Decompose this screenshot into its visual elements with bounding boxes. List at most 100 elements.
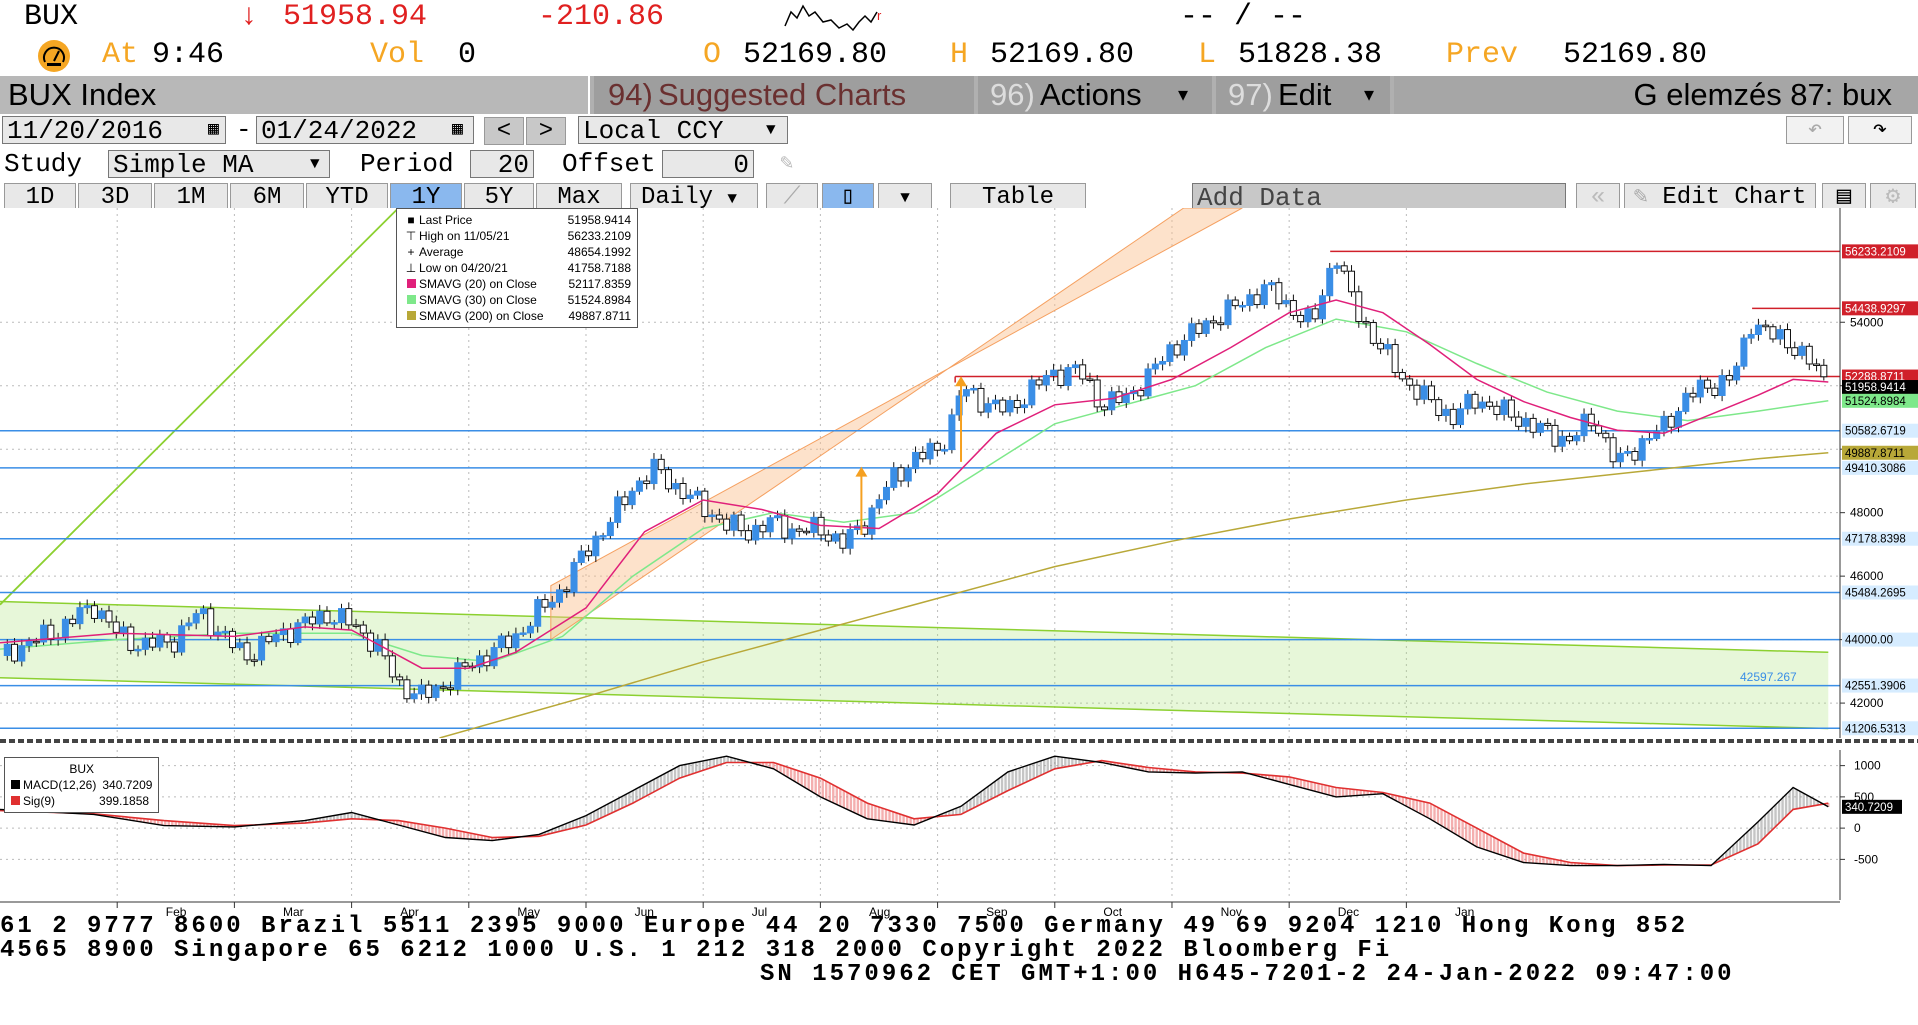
price-label: 44000.00 xyxy=(1845,635,1893,647)
redo-icon[interactable]: ↷ xyxy=(1848,116,1912,144)
candle-body xyxy=(287,628,295,644)
range-button-3d[interactable]: 3D xyxy=(78,183,152,211)
candle-body xyxy=(686,494,694,500)
offset-label: Offset xyxy=(562,149,656,179)
pencil-icon[interactable]: ✎ xyxy=(780,151,794,176)
candle-body xyxy=(127,626,135,651)
bar-chart-icon[interactable]: ▯ xyxy=(822,183,874,211)
sma30-swatch xyxy=(403,292,419,308)
legend-value: 51524.8984 xyxy=(567,293,631,307)
range-button-6m[interactable]: 6M xyxy=(230,183,304,211)
edit-number: 97) xyxy=(1228,77,1273,112)
candle-body xyxy=(1282,300,1290,305)
candle-body xyxy=(207,608,215,637)
gear-icon[interactable]: ⚙ xyxy=(1870,183,1916,211)
range-button-5y[interactable]: 5Y xyxy=(464,183,534,211)
prev-close: 52169.80 xyxy=(1563,38,1708,72)
candle-body xyxy=(170,641,178,653)
offset-input[interactable]: 0 xyxy=(662,150,754,179)
range-button-ytd[interactable]: YTD xyxy=(306,183,388,211)
end-date-input[interactable]: 01/24/2022 xyxy=(256,116,474,145)
chevron-down-icon[interactable]: ▼ xyxy=(878,183,932,211)
next-period-button[interactable]: > xyxy=(526,117,566,145)
price-label: 50582.6719 xyxy=(1845,426,1906,438)
candle-body xyxy=(1813,363,1821,366)
candle-body xyxy=(795,528,803,532)
suggested-charts-button[interactable]: 94) Suggested Charts xyxy=(594,76,974,114)
candle-body xyxy=(919,451,927,460)
line-chart-icon[interactable]: ⟋ xyxy=(766,183,818,211)
table-button[interactable]: Table xyxy=(950,183,1086,211)
candle-body xyxy=(1435,399,1443,416)
signal-legend-label: Sig(9) xyxy=(23,794,56,808)
price-label-box xyxy=(1842,445,1918,460)
price-label: 51524.8984 xyxy=(1845,396,1906,408)
legend-row: SMAVG (200) on Close 49887.8711 xyxy=(403,308,631,324)
currency-select[interactable]: Local CCY xyxy=(578,116,788,145)
candle-body xyxy=(149,637,157,648)
add-data-input[interactable]: Add Data xyxy=(1192,183,1566,212)
prev-period-button[interactable]: < xyxy=(484,117,524,145)
price-label-box xyxy=(1842,244,1918,259)
legend-value: 48654.1992 xyxy=(567,245,631,259)
legend-value: 41758.7188 xyxy=(567,261,631,275)
undo-icon[interactable]: ↶ xyxy=(1786,116,1844,144)
x-tick-label: Mar xyxy=(283,905,304,919)
rewind-icon[interactable]: « xyxy=(1576,183,1620,211)
candle-body xyxy=(1246,294,1254,306)
candle-body xyxy=(83,605,91,609)
x-tick-label: Oct xyxy=(1103,905,1122,919)
period-input[interactable]: 20 xyxy=(470,150,534,180)
candle-body xyxy=(1645,437,1653,441)
security-field[interactable]: BUX Index xyxy=(0,76,590,114)
green-channel-upper xyxy=(0,600,1829,654)
candle-body xyxy=(185,622,193,627)
range-button-1m[interactable]: 1M xyxy=(154,183,228,211)
frequency-select[interactable]: Daily ▼ xyxy=(630,183,758,211)
candle-body xyxy=(1500,399,1508,415)
open-price: 52169.80 xyxy=(743,38,888,72)
low-price: 51828.38 xyxy=(1238,38,1383,72)
range-button-max[interactable]: Max xyxy=(536,183,622,211)
candle-body xyxy=(962,389,970,397)
candle-body xyxy=(1457,408,1465,426)
price-label: 49887.8711 xyxy=(1845,448,1905,460)
x-tick-label: Jan xyxy=(1455,905,1474,919)
sma200-swatch-box xyxy=(406,311,416,320)
price-chart[interactable]: 420004400046000480005400056233.210954438… xyxy=(0,208,1918,738)
candle-body xyxy=(1653,430,1661,439)
chart-edit-icon[interactable]: ▤ xyxy=(1822,183,1866,211)
candle-body xyxy=(1820,364,1828,378)
candle-body xyxy=(1028,379,1036,406)
start-date-input[interactable]: 11/20/2016 xyxy=(2,116,226,145)
candle-body xyxy=(635,480,643,492)
candle-body xyxy=(1515,416,1523,427)
candle-body xyxy=(330,622,338,625)
candle-body xyxy=(766,517,774,533)
edit-menu[interactable]: 97) Edit ▾ xyxy=(1216,76,1390,114)
period-value: 20 xyxy=(497,150,529,180)
calendar-icon[interactable]: ▦ xyxy=(208,120,219,140)
candle-body xyxy=(1754,324,1762,335)
actions-menu[interactable]: 96) Actions ▾ xyxy=(978,76,1212,114)
study-select[interactable]: Simple MA xyxy=(108,150,330,179)
range-button-1y[interactable]: 1Y xyxy=(390,183,462,211)
open-label: O xyxy=(703,38,722,72)
range-button-1d[interactable]: 1D xyxy=(4,183,76,211)
y-tick-label: 42000 xyxy=(1850,696,1884,710)
candle-body xyxy=(490,647,498,667)
net-change: -210.86 xyxy=(538,0,665,34)
macd-last-label: 340.7209 xyxy=(1845,802,1893,814)
chevron-down-icon: ▾ xyxy=(1364,84,1375,106)
breakout-arrow-head xyxy=(955,376,968,387)
edit-chart-button[interactable]: ✎ Edit Chart xyxy=(1624,183,1816,211)
candle-body xyxy=(352,624,360,627)
candle-body xyxy=(505,635,513,649)
candle-body xyxy=(250,659,258,662)
macd-last-box xyxy=(1842,799,1902,814)
calendar-icon[interactable]: ▦ xyxy=(452,120,463,140)
price-label-box xyxy=(1842,678,1918,693)
candle-body xyxy=(1682,392,1690,412)
candle-body xyxy=(548,601,556,608)
